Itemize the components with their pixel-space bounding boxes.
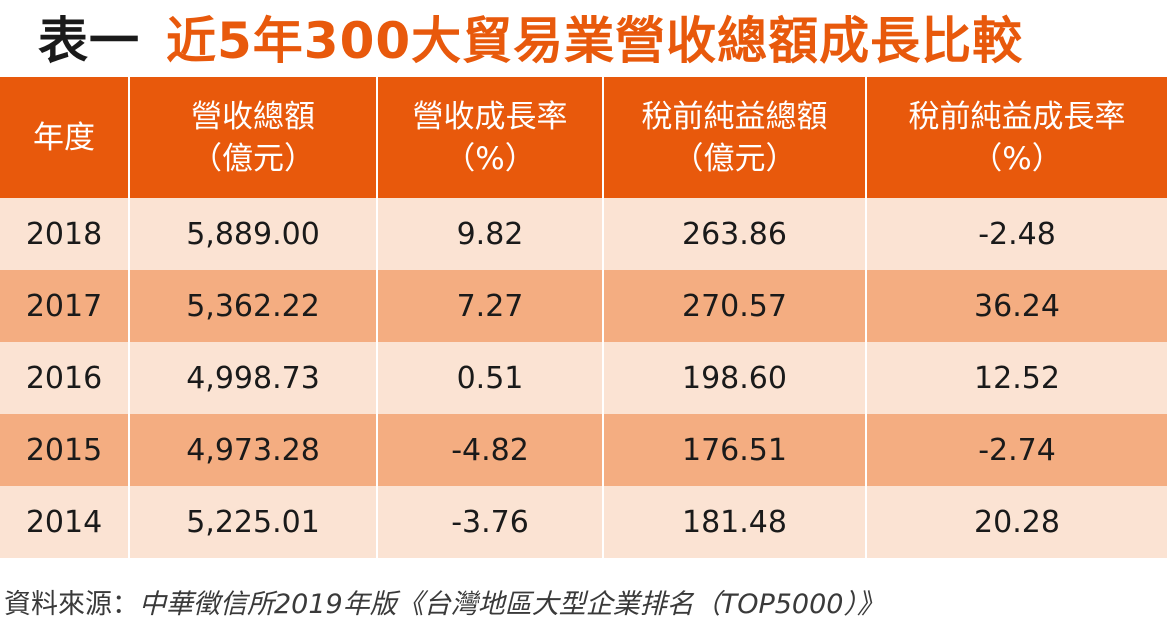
table-row: 2017 5,362.22 7.27 270.57 36.24 [0, 270, 1167, 342]
header-revenue-growth: 營收成長率 （%） [376, 77, 603, 198]
cell-revenue-growth: 9.82 [376, 198, 603, 270]
table-row: 2015 4,973.28 -4.82 176.51 -2.74 [0, 414, 1167, 486]
table-body: 2018 5,889.00 9.82 263.86 -2.48 2017 5,3… [0, 198, 1167, 558]
data-table: 年度 營收總額 （億元） 營收成長率 （%） 稅前純益總額 （億元） 稅前純益成… [0, 77, 1167, 558]
header-revenue-growth-unit: （%） [444, 140, 536, 177]
table-title: 近5年300大貿易業營收總額成長比較 [166, 12, 1024, 70]
page-title: 表一 近5年300大貿易業營收總額成長比較 [38, 2, 1023, 72]
cell-revenue: 5,225.01 [128, 486, 377, 558]
table-row: 2014 5,225.01 -3.76 181.48 20.28 [0, 486, 1167, 558]
header-pretax-growth: 稅前純益成長率 （%） [865, 77, 1167, 198]
table-row: 2016 4,998.73 0.51 198.60 12.52 [0, 342, 1167, 414]
header-year-label: 年度 [33, 119, 95, 156]
table-header: 年度 營收總額 （億元） 營收成長率 （%） 稅前純益總額 （億元） 稅前純益成… [0, 77, 1167, 198]
header-year: 年度 [0, 77, 129, 198]
header-revenue-growth-label: 營收成長率 [412, 98, 568, 135]
source-note: 資料來源：中華徵信所2019年版《台灣地區大型企業排名（TOP5000）》 [4, 582, 884, 621]
table-number: 表一 [38, 12, 140, 70]
cell-pretax-profit: 176.51 [602, 414, 866, 486]
cell-year: 2016 [0, 342, 129, 414]
header-row: 年度 營收總額 （億元） 營收成長率 （%） 稅前純益總額 （億元） 稅前純益成… [0, 77, 1167, 198]
cell-revenue-growth: -4.82 [376, 414, 603, 486]
header-pretax-growth-unit: （%） [971, 140, 1063, 177]
cell-pretax-growth: -2.74 [865, 414, 1167, 486]
header-pretax-profit-label: 稅前純益總額 [641, 98, 828, 135]
cell-pretax-growth: 12.52 [865, 342, 1167, 414]
cell-revenue: 4,998.73 [128, 342, 377, 414]
header-revenue: 營收總額 （億元） [128, 77, 377, 198]
cell-year: 2017 [0, 270, 129, 342]
table-row: 2018 5,889.00 9.82 263.86 -2.48 [0, 198, 1167, 270]
cell-pretax-growth: -2.48 [865, 198, 1167, 270]
cell-pretax-profit: 181.48 [602, 486, 866, 558]
cell-revenue: 4,973.28 [128, 414, 377, 486]
cell-year: 2014 [0, 486, 129, 558]
header-pretax-profit-unit: （億元） [672, 140, 797, 177]
cell-year: 2018 [0, 198, 129, 270]
cell-pretax-growth: 20.28 [865, 486, 1167, 558]
source-label: 資料來源： [4, 589, 139, 620]
cell-pretax-profit: 263.86 [602, 198, 866, 270]
header-revenue-label: 營收總額 [191, 98, 315, 135]
cell-revenue-growth: 7.27 [376, 270, 603, 342]
cell-revenue-growth: 0.51 [376, 342, 603, 414]
header-pretax-growth-label: 稅前純益成長率 [908, 98, 1126, 135]
cell-pretax-profit: 270.57 [602, 270, 866, 342]
header-pretax-profit: 稅前純益總額 （億元） [602, 77, 866, 198]
source-reference: 中華徵信所2019年版《台灣地區大型企業排名（TOP5000）》 [139, 589, 884, 620]
cell-pretax-profit: 198.60 [602, 342, 866, 414]
cell-pretax-growth: 36.24 [865, 270, 1167, 342]
cell-revenue-growth: -3.76 [376, 486, 603, 558]
cell-revenue: 5,362.22 [128, 270, 377, 342]
cell-revenue: 5,889.00 [128, 198, 377, 270]
header-revenue-unit: （億元） [191, 140, 315, 177]
cell-year: 2015 [0, 414, 129, 486]
